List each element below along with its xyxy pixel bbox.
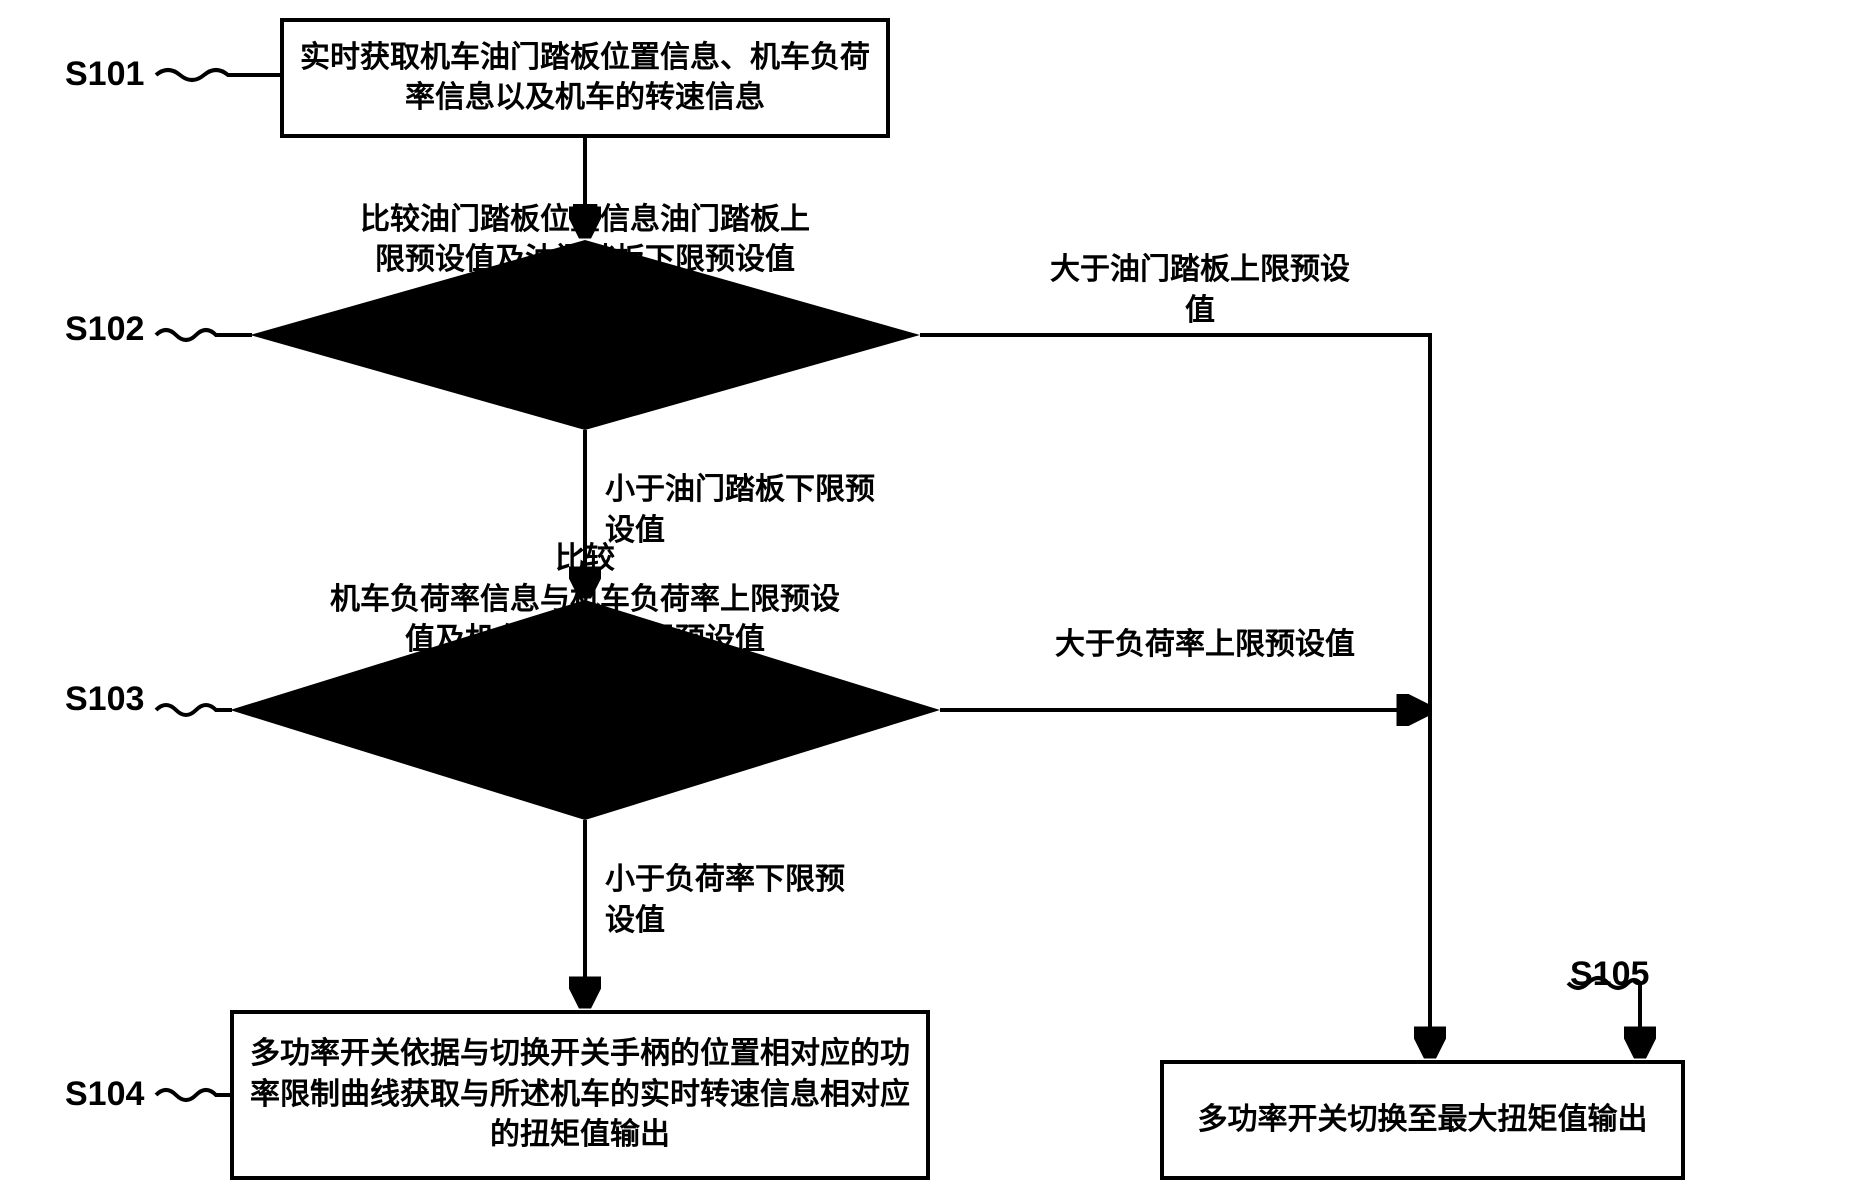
connector-s101 bbox=[156, 70, 280, 80]
node-s105-text: 多功率开关切换至最大扭矩值输出 bbox=[1198, 1100, 1648, 1141]
node-s104-text: 多功率开关依据与切换开关手柄的位置相对应的功率限制曲线获取与所述机车的实时转速信… bbox=[244, 1034, 916, 1156]
edge-label-e3-5: 大于负荷率上限预设值 bbox=[1045, 625, 1365, 666]
step-label-s103: S103 bbox=[65, 680, 144, 719]
edge-label-e2-5: 大于油门踏板上限预设值 bbox=[1040, 250, 1360, 331]
edge-label-e2-3: 小于油门踏板下限预设值 bbox=[605, 470, 885, 551]
node-s104: 多功率开关依据与切换开关手柄的位置相对应的功率限制曲线获取与所述机车的实时转速信… bbox=[230, 1010, 930, 1180]
connector-s103 bbox=[156, 705, 232, 715]
edge-label-e3-4: 小于负荷率下限预设值 bbox=[605, 860, 865, 941]
node-s101-text: 实时获取机车油门踏板位置信息、机车负荷率信息以及机车的转速信息 bbox=[294, 38, 876, 119]
node-s105: 多功率开关切换至最大扭矩值输出 bbox=[1160, 1060, 1685, 1180]
flowchart-canvas: 实时获取机车油门踏板位置信息、机车负荷率信息以及机车的转速信息 比较油门踏板位置… bbox=[0, 0, 1871, 1203]
step-label-s105: S105 bbox=[1570, 955, 1649, 994]
step-label-s104: S104 bbox=[65, 1075, 144, 1114]
step-label-s102: S102 bbox=[65, 310, 144, 349]
edge-e2-5 bbox=[920, 335, 1430, 1056]
connector-s104 bbox=[156, 1090, 230, 1100]
node-s101: 实时获取机车油门踏板位置信息、机车负荷率信息以及机车的转速信息 bbox=[280, 18, 890, 138]
connector-s102 bbox=[156, 330, 252, 340]
node-s102-text: 比较油门踏板位置信息油门踏板上限预设值及油门踏板下限预设值 bbox=[250, 145, 920, 335]
step-label-s101: S101 bbox=[65, 55, 144, 94]
